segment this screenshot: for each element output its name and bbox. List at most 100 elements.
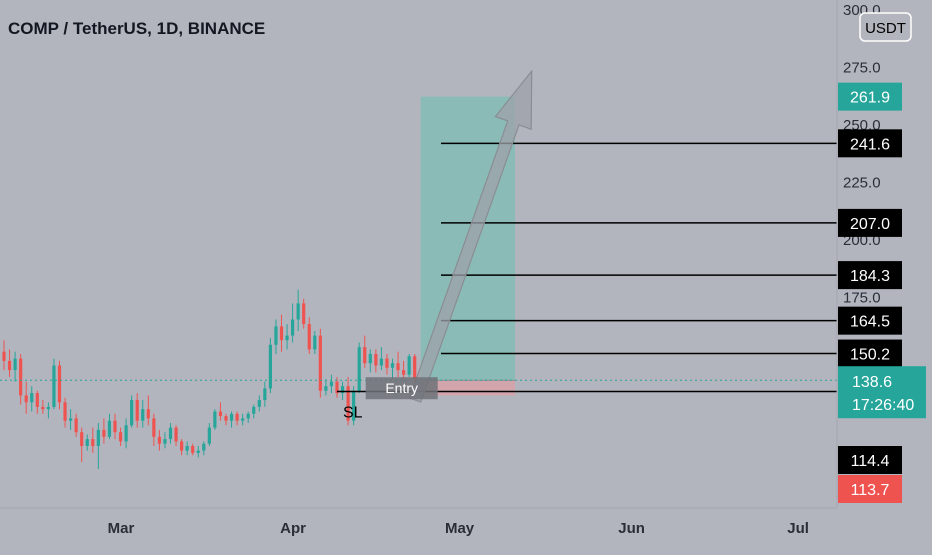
candle <box>202 441 206 456</box>
candle-body <box>296 303 300 320</box>
candle-body <box>313 335 317 350</box>
candle <box>19 354 23 405</box>
candle <box>157 429 161 451</box>
candle-body <box>69 418 73 421</box>
candle-body <box>13 358 17 371</box>
candle <box>118 427 123 446</box>
candle-body <box>7 360 12 371</box>
candle <box>63 397 67 428</box>
price-tick-label: 175.0 <box>843 290 881 307</box>
candle <box>191 443 195 456</box>
price-label-text: 241.6 <box>850 136 890 153</box>
time-axis[interactable]: Mar Apr May Jun Jul <box>108 520 809 537</box>
candle-body <box>279 326 284 341</box>
candle <box>324 379 328 396</box>
candle-body <box>24 395 28 403</box>
candle <box>379 347 383 371</box>
candle <box>107 413 112 440</box>
candle <box>407 354 411 377</box>
current-price-label: 138.6 17:26:40 <box>838 366 926 419</box>
candle <box>246 411 250 423</box>
price-label-text: 150.2 <box>850 347 890 364</box>
currency-button[interactable]: USDT <box>859 12 912 42</box>
price-label: 261.9 <box>838 82 902 111</box>
time-tick-label: May <box>445 520 475 537</box>
price-labels: 261.9241.6207.0184.3164.5150.2133.7114.4… <box>838 82 926 503</box>
candle <box>279 314 284 352</box>
price-label-box <box>838 129 902 158</box>
entry-tag[interactable]: Entry <box>365 377 438 400</box>
candle-body <box>146 409 150 419</box>
candle-body <box>102 429 106 437</box>
candle-body <box>246 413 250 419</box>
candle-body <box>263 388 267 400</box>
candle-body <box>235 413 239 421</box>
candle-body <box>307 324 311 350</box>
entry-label: Entry <box>385 380 418 396</box>
candle <box>24 381 28 414</box>
candle-body <box>329 381 334 387</box>
candle <box>130 395 134 428</box>
candle-body <box>352 390 356 421</box>
candle-body <box>252 406 256 414</box>
price-label-box <box>838 208 902 237</box>
candle <box>368 349 372 373</box>
price-label: 184.3 <box>838 261 902 290</box>
candle-body <box>379 358 383 366</box>
candle <box>385 354 389 375</box>
candle-body <box>35 393 39 407</box>
candle <box>229 411 234 428</box>
candle <box>135 393 139 428</box>
candle <box>46 402 50 419</box>
countdown-text: 17:26:40 <box>852 397 914 414</box>
candle <box>235 411 239 426</box>
candle <box>318 328 322 398</box>
candle-body <box>202 443 206 451</box>
candle <box>74 413 78 437</box>
candle-body <box>57 365 62 403</box>
price-label-box <box>838 82 902 111</box>
candle-body <box>185 446 189 451</box>
candle <box>335 377 339 398</box>
current-price-box <box>838 366 926 419</box>
candle-body <box>124 425 128 442</box>
candle <box>329 374 334 394</box>
candle-body <box>302 303 306 325</box>
candle <box>213 409 217 430</box>
candle-body <box>46 406 50 410</box>
price-label-text: 184.3 <box>850 268 890 285</box>
price-label: 113.7 <box>838 475 902 503</box>
candle <box>85 434 89 451</box>
candle-body <box>174 427 178 442</box>
candle <box>174 425 178 446</box>
candle-body <box>291 319 295 336</box>
candle-body <box>41 406 45 410</box>
candle-body <box>107 420 112 437</box>
time-tick-label: Jul <box>787 520 809 537</box>
price-label: 207.0 <box>838 208 902 237</box>
trend-arrow[interactable] <box>408 69 533 403</box>
candle-body <box>130 400 134 426</box>
candle <box>218 402 223 421</box>
candle <box>2 340 6 371</box>
candle-body <box>52 365 56 407</box>
candle-body <box>19 358 23 396</box>
candle <box>57 360 62 410</box>
currency-button-box <box>859 12 912 42</box>
candle-body <box>396 363 400 371</box>
price-label-box <box>838 339 902 368</box>
candle <box>396 351 400 377</box>
candle-body <box>324 386 328 391</box>
currency-button-label: USDT <box>865 20 906 37</box>
candle-body <box>74 418 78 433</box>
candle-body <box>374 354 378 366</box>
candle-body <box>168 427 173 440</box>
candle-body <box>346 386 350 421</box>
candle-body <box>96 429 100 446</box>
candle <box>296 289 300 331</box>
candle-body <box>229 413 234 421</box>
candle-body <box>385 358 389 368</box>
